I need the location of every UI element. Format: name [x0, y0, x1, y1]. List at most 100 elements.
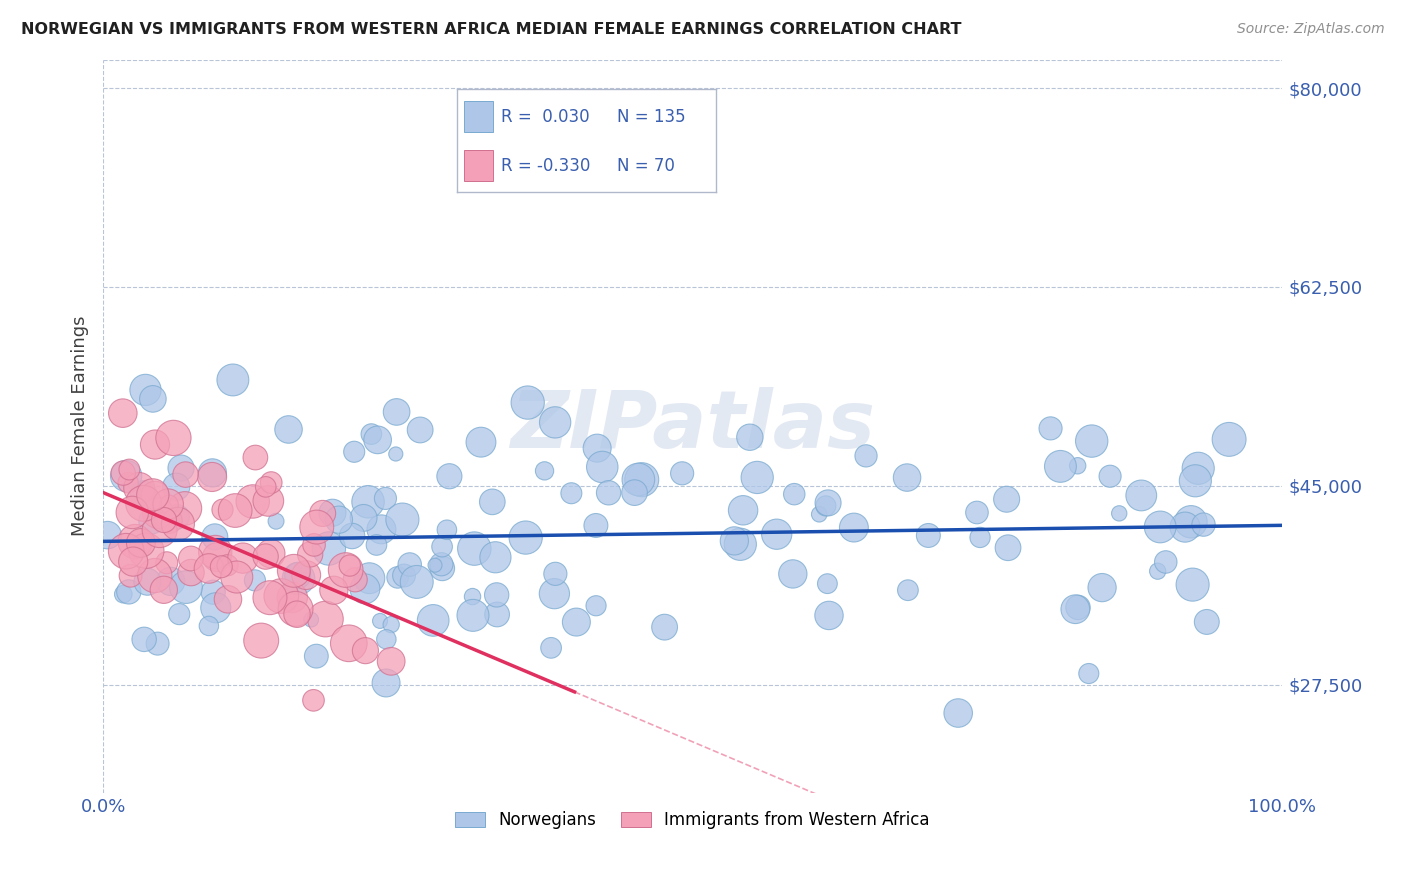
Point — [343, 444, 366, 458]
Point — [586, 441, 609, 455]
Point — [1174, 520, 1197, 534]
Point — [115, 544, 138, 558]
Point — [370, 522, 392, 536]
Point — [654, 620, 676, 634]
Point — [198, 561, 221, 575]
Legend: Norwegians, Immigrants from Western Africa: Norwegians, Immigrants from Western Afri… — [449, 805, 936, 836]
Point — [211, 502, 233, 516]
Point — [287, 568, 309, 582]
Point — [432, 561, 454, 575]
Point — [118, 585, 141, 599]
Point — [250, 633, 273, 648]
Point — [391, 512, 413, 526]
Text: ZIPatlas: ZIPatlas — [510, 387, 875, 465]
Point — [387, 570, 409, 584]
Point — [855, 449, 877, 463]
Point — [143, 568, 166, 582]
Point — [167, 516, 190, 531]
Point — [118, 462, 141, 476]
Point — [463, 541, 485, 556]
Point — [353, 511, 375, 525]
Point — [515, 531, 537, 545]
Point — [896, 470, 918, 484]
Point — [305, 520, 328, 534]
Point — [295, 568, 318, 582]
Point — [543, 587, 565, 601]
Point — [1192, 517, 1215, 532]
Point — [1039, 421, 1062, 435]
Point — [723, 533, 745, 548]
Point — [264, 514, 287, 528]
Point — [202, 585, 225, 599]
Point — [405, 574, 427, 589]
Point — [318, 541, 340, 556]
Point — [470, 435, 492, 450]
Point — [132, 496, 155, 510]
Point — [302, 693, 325, 707]
Point — [585, 599, 607, 613]
Point — [201, 470, 224, 484]
Point — [242, 494, 264, 508]
Point — [136, 574, 159, 589]
Point — [260, 547, 283, 561]
Point — [305, 649, 328, 664]
Point — [783, 487, 806, 501]
Point — [314, 612, 336, 626]
Point — [486, 607, 509, 622]
Point — [385, 447, 408, 461]
Point — [159, 574, 181, 589]
Point — [156, 556, 179, 570]
Point — [671, 467, 693, 481]
Point — [897, 583, 920, 598]
Point — [321, 506, 343, 520]
Point — [222, 373, 245, 387]
Point — [205, 550, 228, 565]
Point — [284, 602, 307, 616]
Point — [124, 534, 146, 549]
Point — [1181, 577, 1204, 591]
Point — [217, 558, 239, 573]
Point — [243, 574, 266, 588]
Point — [121, 505, 143, 519]
Point — [134, 383, 156, 397]
Point — [1149, 520, 1171, 534]
Point — [966, 506, 988, 520]
Point — [277, 422, 299, 436]
Point — [765, 527, 787, 541]
Point — [142, 392, 165, 406]
Point — [818, 608, 841, 623]
Point — [533, 464, 555, 478]
Point — [1184, 474, 1206, 488]
Point — [367, 433, 389, 447]
Point — [337, 636, 360, 650]
Point — [112, 587, 135, 601]
Point — [842, 520, 865, 534]
Point — [1108, 507, 1130, 521]
Point — [817, 496, 839, 510]
Point — [1218, 433, 1240, 447]
Point — [162, 431, 184, 445]
Point — [359, 571, 381, 585]
Point — [115, 469, 138, 483]
Point — [217, 592, 239, 607]
Point — [1049, 459, 1071, 474]
Point — [299, 548, 322, 562]
Point — [112, 466, 135, 480]
Point — [157, 497, 180, 511]
Point — [157, 497, 180, 511]
Point — [814, 499, 837, 513]
Point — [204, 600, 226, 615]
Point — [540, 640, 562, 655]
Point — [585, 518, 607, 533]
Point — [97, 528, 120, 542]
Point — [299, 613, 322, 627]
Point — [159, 514, 181, 528]
Point — [111, 406, 134, 420]
Point — [142, 488, 165, 502]
Point — [283, 564, 305, 578]
Y-axis label: Median Female Earnings: Median Female Earnings — [72, 316, 89, 536]
Point — [948, 706, 970, 720]
Text: NORWEGIAN VS IMMIGRANTS FROM WESTERN AFRICA MEDIAN FEMALE EARNINGS CORRELATION C: NORWEGIAN VS IMMIGRANTS FROM WESTERN AFR… — [21, 22, 962, 37]
Point — [167, 607, 190, 621]
Text: Source: ZipAtlas.com: Source: ZipAtlas.com — [1237, 22, 1385, 37]
